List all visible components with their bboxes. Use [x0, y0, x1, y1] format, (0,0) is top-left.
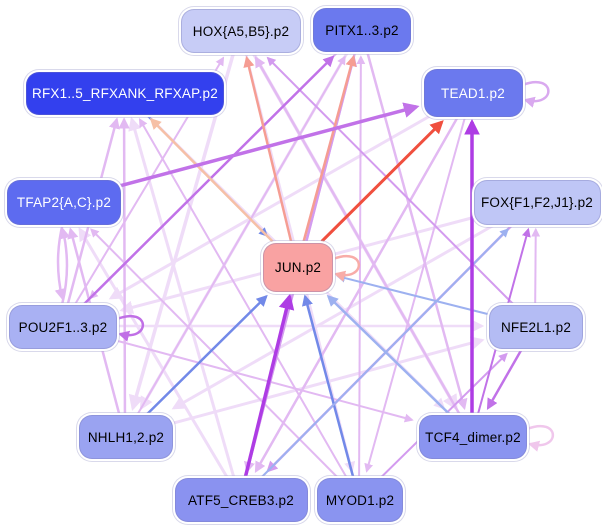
node-label: MYOD1.p2: [325, 492, 395, 508]
node-label: TEAD1.p2: [441, 85, 505, 101]
node-label: TCF4_dimer.p2: [425, 429, 521, 445]
edge-pitx-tcf4: [365, 50, 468, 411]
node-label: PITX1..3.p2: [325, 22, 399, 38]
edge-nfe2l1-jun: [336, 273, 489, 316]
edge-atf5-tfap2: [78, 227, 229, 478]
graph-node-tfap2[interactable]: TFAP2{A,C}.p2: [7, 179, 121, 225]
edge-atf5-jun: [243, 293, 295, 478]
edge-jun-hox: [243, 55, 293, 242]
node-label: ATF5_CREB3.p2: [188, 492, 294, 508]
node-label: NHLH1,2.p2: [87, 429, 165, 445]
edge-tead1-pou2f: [108, 114, 431, 300]
graph-node-nfe2l1[interactable]: NFE2L1.p2: [489, 305, 583, 349]
graph-node-jun[interactable]: JUN.p2: [263, 242, 333, 292]
self-loop-tead1: [522, 80, 550, 108]
edge-nfe2l1-fox: [531, 227, 541, 305]
node-label: HOX{A5,B5}.p2: [192, 23, 290, 39]
edge-pou2f-tcf4: [115, 339, 414, 423]
graph-node-fox[interactable]: FOX{F1,F2,J1}.p2: [473, 179, 601, 225]
edge-tcf4-hox: [254, 56, 461, 415]
node-label: POU2F1..3.p2: [18, 319, 108, 335]
edge-myod-tfap2: [90, 228, 338, 478]
edge-nhlh-pitx: [136, 55, 346, 415]
edge-jun-pitx: [302, 54, 357, 242]
node-label: TFAP2{A,C}.p2: [16, 194, 112, 210]
edge-tcf4-jun: [326, 294, 451, 415]
graph-node-hox[interactable]: HOX{A5,B5}.p2: [181, 9, 301, 53]
self-loop-pou2f: [116, 314, 145, 342]
node-label: JUN.p2: [274, 259, 322, 275]
edge-pou2f-pitx: [83, 55, 335, 305]
edge-jun-rfx: [149, 117, 274, 243]
graph-node-tcf4[interactable]: TCF4_dimer.p2: [419, 415, 527, 459]
graph-node-atf5[interactable]: ATF5_CREB3.p2: [174, 478, 308, 522]
edge-pou2f-tfap2: [59, 227, 71, 305]
edge-myod-jun: [301, 294, 355, 478]
graph-node-nhlh[interactable]: NHLH1,2.p2: [79, 415, 173, 459]
graph-node-pitx[interactable]: PITX1..3.p2: [313, 8, 411, 52]
graph-node-tead1[interactable]: TEAD1.p2: [423, 69, 523, 117]
graph-node-rfx[interactable]: RFX1..5_RFXANK_RFXAP.p2: [26, 71, 224, 115]
graph-node-myod[interactable]: MYOD1.p2: [317, 478, 403, 522]
edge-tead1-atf5: [254, 115, 460, 473]
self-loop-jun: [332, 254, 361, 282]
graph-node-pou2f[interactable]: POU2F1..3.p2: [9, 305, 117, 349]
edge-nhlh-jun: [146, 294, 268, 415]
node-label: RFX1..5_RFXANK_RFXAP.p2: [32, 85, 218, 101]
self-loop-tcf4: [526, 424, 555, 452]
edge-tfap2-tead1: [119, 102, 420, 188]
edge-fox-nhlh: [171, 222, 498, 410]
node-label: FOX{F1,F2,J1}.p2: [480, 194, 593, 210]
edge-nhlh-rfx: [118, 117, 130, 415]
edge-tfap2-pou2f: [54, 223, 66, 301]
edge-atf5-fox: [261, 228, 509, 478]
node-label: NFE2L1.p2: [500, 319, 572, 335]
edge-myod-pitx: [356, 55, 366, 478]
edge-myod-rfx: [138, 117, 348, 478]
edge-jun-tead1: [320, 120, 444, 243]
edge-nfe2l1-tcf4: [486, 347, 524, 410]
